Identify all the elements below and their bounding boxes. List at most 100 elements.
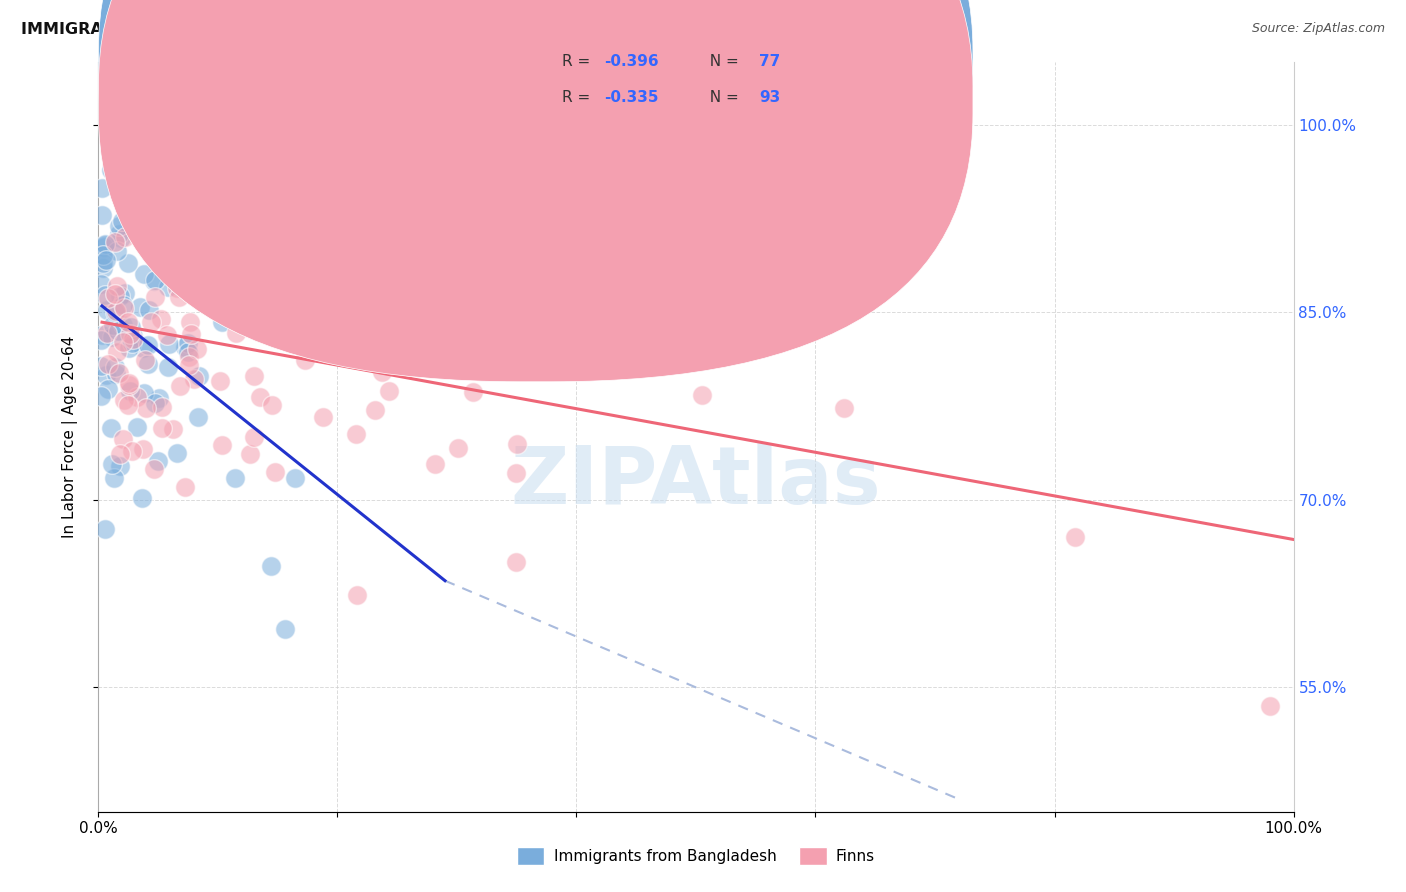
Point xyxy=(367,320,389,334)
Point xyxy=(117,256,139,270)
Point xyxy=(375,333,398,347)
Point xyxy=(118,376,141,390)
Point xyxy=(505,555,527,569)
Text: R =: R = xyxy=(562,90,596,105)
Point xyxy=(94,237,117,252)
Point xyxy=(357,303,380,318)
Point xyxy=(108,227,131,241)
Point xyxy=(101,318,124,332)
Text: N =: N = xyxy=(700,90,744,105)
Text: 77: 77 xyxy=(759,54,780,70)
Point xyxy=(105,244,128,258)
Point xyxy=(208,374,231,388)
Text: IMMIGRANTS FROM BANGLADESH VS FINNISH IN LABOR FORCE | AGE 20-64 CORRELATION CHA: IMMIGRANTS FROM BANGLADESH VS FINNISH IN… xyxy=(21,22,900,38)
Point xyxy=(506,436,529,450)
Point xyxy=(344,427,367,442)
Point xyxy=(166,280,188,294)
Point xyxy=(423,457,446,471)
Point xyxy=(184,272,207,286)
Point xyxy=(166,445,188,459)
Point xyxy=(828,199,851,213)
Point xyxy=(103,359,125,374)
Point xyxy=(167,289,190,303)
Point xyxy=(179,241,201,255)
Point xyxy=(132,442,155,456)
Text: -0.396: -0.396 xyxy=(605,54,659,70)
Point xyxy=(378,384,401,398)
Text: Source: ZipAtlas.com: Source: ZipAtlas.com xyxy=(1251,22,1385,36)
Y-axis label: In Labor Force | Age 20-64: In Labor Force | Age 20-64 xyxy=(62,336,77,538)
Point xyxy=(249,390,271,404)
Point xyxy=(245,164,267,178)
Point xyxy=(225,326,247,340)
Point xyxy=(146,210,169,224)
Legend: Immigrants from Bangladesh, Finns: Immigrants from Bangladesh, Finns xyxy=(510,840,882,871)
Point xyxy=(274,622,297,636)
Point xyxy=(142,274,165,288)
Point xyxy=(187,369,209,384)
Point xyxy=(107,324,129,338)
Point xyxy=(94,287,117,301)
Point xyxy=(136,338,159,352)
Point xyxy=(141,315,163,329)
Point xyxy=(100,421,122,435)
Point xyxy=(96,302,118,317)
Point xyxy=(122,332,145,346)
Point xyxy=(219,240,242,254)
Point xyxy=(173,480,195,494)
Point xyxy=(132,267,155,281)
Point xyxy=(832,401,855,416)
Point xyxy=(148,454,170,468)
Point xyxy=(143,462,166,476)
Point xyxy=(117,315,139,329)
Point xyxy=(108,366,131,380)
Point xyxy=(177,336,200,351)
Point xyxy=(104,367,127,381)
Point xyxy=(111,297,134,311)
Point xyxy=(162,422,184,436)
Text: N =: N = xyxy=(700,54,744,70)
Point xyxy=(90,327,112,342)
Text: R =: R = xyxy=(562,54,596,70)
Point xyxy=(108,289,131,303)
Point xyxy=(186,342,208,356)
Point xyxy=(121,335,143,350)
Point xyxy=(264,465,287,479)
Point xyxy=(94,237,117,252)
Point xyxy=(224,471,246,485)
Point xyxy=(131,200,153,214)
Point xyxy=(108,458,131,473)
Point xyxy=(114,286,136,301)
Point xyxy=(112,334,135,349)
Point xyxy=(93,240,115,254)
Point xyxy=(371,365,394,379)
Point xyxy=(96,291,118,305)
Point xyxy=(211,438,233,452)
Point xyxy=(105,304,128,318)
Point xyxy=(1258,698,1281,713)
Point xyxy=(150,400,173,414)
Point xyxy=(131,491,153,506)
Point xyxy=(90,277,112,292)
Point xyxy=(97,382,120,396)
Point xyxy=(692,387,714,401)
Point xyxy=(121,444,143,458)
Point xyxy=(150,421,173,435)
Point xyxy=(461,385,484,400)
Point xyxy=(187,410,209,425)
Point xyxy=(105,345,128,359)
Point xyxy=(101,329,124,343)
Point xyxy=(157,279,180,293)
Point xyxy=(191,278,214,293)
Point xyxy=(239,447,262,461)
Point xyxy=(260,398,283,412)
Point xyxy=(505,466,527,480)
Point xyxy=(91,255,114,269)
Point xyxy=(94,253,117,268)
Point xyxy=(150,312,173,326)
Point xyxy=(104,286,127,301)
Point xyxy=(93,522,115,536)
Point xyxy=(176,344,198,359)
Point xyxy=(138,302,160,317)
Point xyxy=(118,384,141,399)
